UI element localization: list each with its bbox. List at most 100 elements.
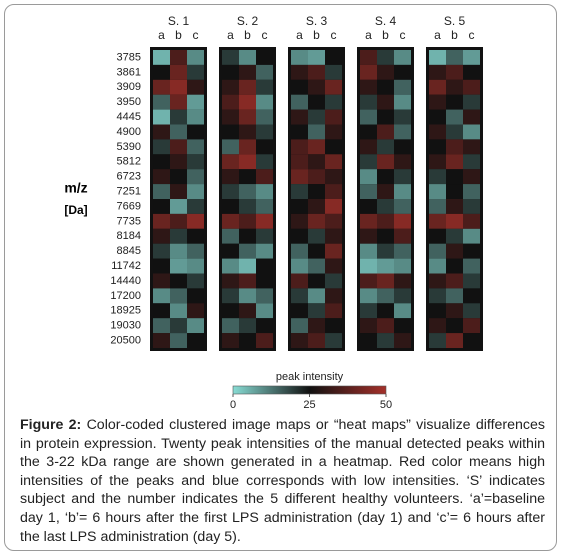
heat-cell bbox=[360, 199, 377, 214]
heat-cell bbox=[308, 109, 325, 125]
heat-cell bbox=[325, 124, 342, 140]
heat-cell bbox=[170, 243, 187, 259]
heat-cell bbox=[239, 79, 256, 95]
heat-cell bbox=[446, 243, 463, 259]
heat-cell bbox=[187, 79, 204, 95]
heat-cell bbox=[239, 64, 256, 80]
colorbar-label: peak intensity bbox=[276, 371, 344, 383]
heat-cell bbox=[222, 243, 239, 259]
heat-cell bbox=[239, 303, 256, 319]
heat-cell bbox=[222, 109, 239, 125]
heat-cell bbox=[256, 184, 273, 199]
heat-cell bbox=[463, 199, 480, 214]
column-label: b bbox=[382, 28, 389, 42]
heat-cell bbox=[446, 213, 463, 229]
heat-cell bbox=[394, 273, 411, 289]
heat-cell bbox=[463, 79, 480, 95]
heat-cell bbox=[308, 79, 325, 95]
heat-cell bbox=[325, 169, 342, 185]
heat-cell bbox=[394, 333, 411, 348]
heat-cell bbox=[187, 109, 204, 125]
heat-cell bbox=[222, 154, 239, 170]
heat-cell bbox=[222, 94, 239, 110]
heat-cell bbox=[394, 199, 411, 214]
group-label: S. 2 bbox=[237, 14, 259, 28]
row-label: 7735 bbox=[117, 215, 141, 227]
column-label: a bbox=[365, 28, 372, 42]
heat-cell bbox=[308, 169, 325, 185]
heat-cell bbox=[291, 333, 308, 348]
row-label: 11742 bbox=[111, 260, 141, 272]
heat-cell bbox=[291, 228, 308, 244]
column-label: c bbox=[469, 28, 475, 42]
heat-cell bbox=[256, 64, 273, 80]
heat-cell bbox=[256, 333, 273, 348]
heat-cell bbox=[308, 333, 325, 348]
heat-cell bbox=[360, 139, 377, 155]
heat-cell bbox=[325, 243, 342, 259]
heat-cell bbox=[256, 243, 273, 259]
heat-cell bbox=[187, 258, 204, 274]
heat-cell bbox=[446, 184, 463, 199]
heat-cell bbox=[463, 333, 480, 348]
heat-cell bbox=[291, 258, 308, 274]
heat-cell bbox=[187, 318, 204, 334]
heat-cell bbox=[239, 50, 256, 65]
heat-cell bbox=[377, 303, 394, 319]
y-axis-label: m/z bbox=[64, 180, 87, 196]
heat-cell bbox=[446, 169, 463, 185]
column-label: a bbox=[227, 28, 234, 42]
heat-cell bbox=[360, 154, 377, 170]
heat-cell bbox=[377, 199, 394, 214]
heat-cell bbox=[463, 109, 480, 125]
heat-cell bbox=[360, 303, 377, 319]
heat-cell bbox=[325, 213, 342, 229]
heat-cell bbox=[256, 154, 273, 170]
heat-cell bbox=[239, 318, 256, 334]
heat-cell bbox=[239, 213, 256, 229]
heat-cell bbox=[308, 199, 325, 214]
heat-cell bbox=[291, 124, 308, 140]
heat-cell bbox=[187, 50, 204, 65]
heat-cell bbox=[446, 228, 463, 244]
row-label: 3785 bbox=[117, 51, 141, 63]
heat-cell bbox=[153, 213, 170, 229]
column-label: a bbox=[434, 28, 441, 42]
y-axis-unit: [Da] bbox=[64, 203, 87, 217]
row-label: 3950 bbox=[117, 96, 141, 108]
heat-cell bbox=[222, 64, 239, 80]
heat-cell bbox=[360, 79, 377, 95]
heat-cell bbox=[308, 318, 325, 334]
heat-cell bbox=[325, 139, 342, 155]
heat-cell bbox=[463, 258, 480, 274]
heat-cell bbox=[187, 169, 204, 185]
heat-cell bbox=[170, 303, 187, 319]
row-label: 5390 bbox=[117, 141, 141, 153]
heat-cell bbox=[239, 333, 256, 348]
heat-cell bbox=[153, 64, 170, 80]
heat-cell bbox=[308, 64, 325, 80]
heat-cell bbox=[325, 273, 342, 289]
heat-cell bbox=[153, 318, 170, 334]
column-label: c bbox=[262, 28, 268, 42]
heat-cell bbox=[377, 124, 394, 140]
heat-cell bbox=[222, 199, 239, 214]
heat-cell bbox=[360, 333, 377, 348]
heat-cell bbox=[429, 243, 446, 259]
heat-cell bbox=[394, 169, 411, 185]
heat-cell bbox=[291, 213, 308, 229]
heat-cell bbox=[187, 124, 204, 140]
heat-cell bbox=[291, 79, 308, 95]
heat-cell bbox=[429, 169, 446, 185]
heat-cell bbox=[394, 243, 411, 259]
heat-cell bbox=[291, 169, 308, 185]
heat-cell bbox=[222, 303, 239, 319]
heat-cell bbox=[256, 273, 273, 289]
heat-cell bbox=[187, 273, 204, 289]
heat-cell bbox=[463, 124, 480, 140]
heat-cell bbox=[446, 273, 463, 289]
heat-cell bbox=[325, 109, 342, 125]
heat-cell bbox=[463, 50, 480, 65]
heat-cell bbox=[153, 154, 170, 170]
heat-cell bbox=[394, 64, 411, 80]
